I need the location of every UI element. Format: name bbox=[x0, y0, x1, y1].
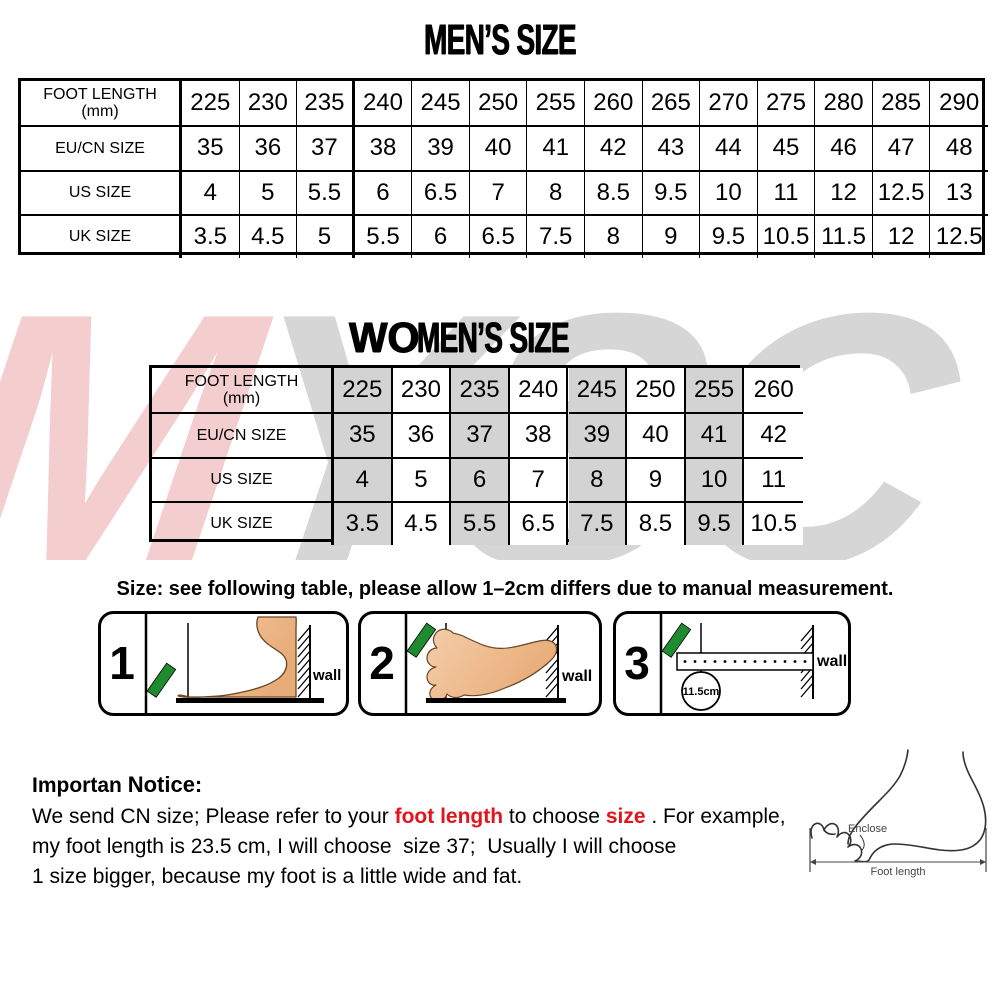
svg-text:3: 3 bbox=[624, 637, 650, 689]
svg-text:1: 1 bbox=[109, 637, 135, 689]
svg-text:wall: wall bbox=[312, 667, 341, 684]
svg-text:Enclose: Enclose bbox=[848, 823, 887, 835]
svg-text:wall: wall bbox=[561, 668, 592, 685]
svg-text:11.5cm: 11.5cm bbox=[683, 686, 720, 698]
svg-text:2: 2 bbox=[369, 637, 395, 689]
svg-text:Foot length: Foot length bbox=[870, 866, 925, 878]
svg-text:wall: wall bbox=[816, 653, 847, 670]
